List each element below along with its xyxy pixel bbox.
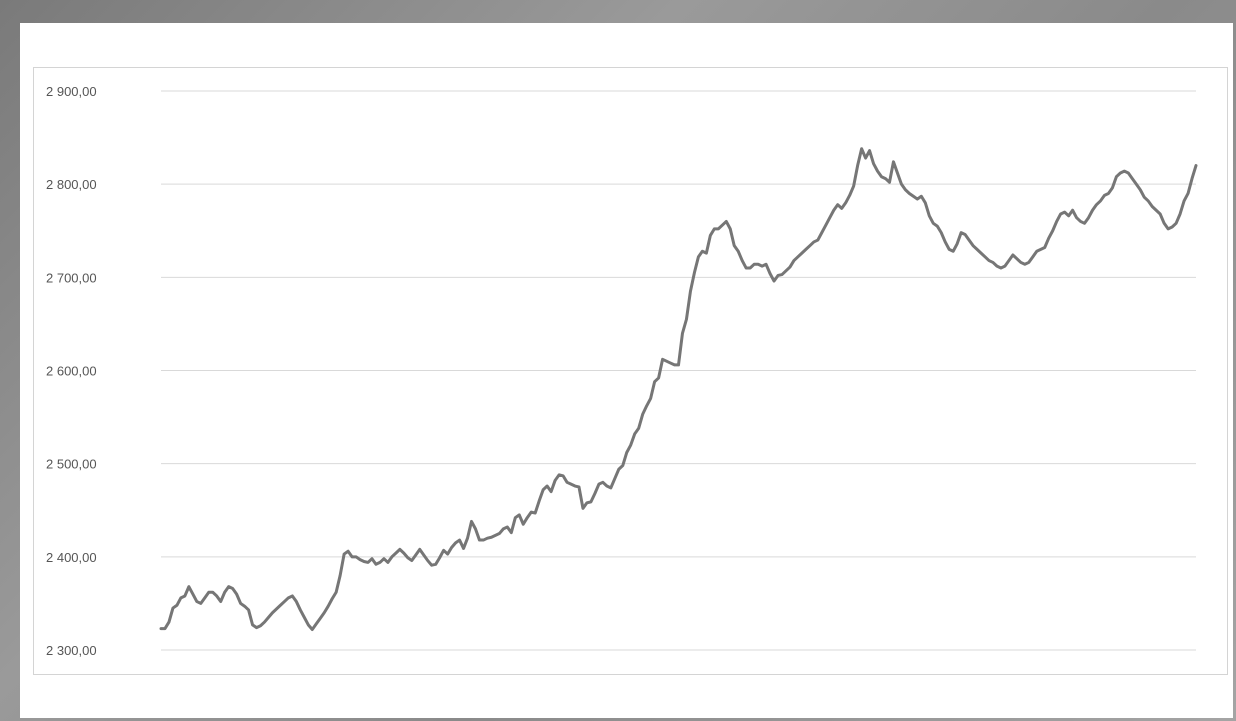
gridlines	[161, 90, 1196, 651]
y-tick-label: 2 400,00	[46, 550, 97, 565]
series-group	[159, 147, 1198, 631]
y-tick-label: 2 600,00	[46, 364, 97, 379]
y-tick-label: 2 300,00	[46, 643, 97, 658]
plot-area: 2 300,00 2 400,00 2 500,00 2 600,00 2 700,00…	[33, 67, 1228, 675]
y-axis-tick-labels: 2 300,00 2 400,00 2 500,00 2 600,00 2 700,00…	[46, 84, 97, 658]
y-tick-label: 2 800,00	[46, 177, 97, 192]
series-line	[159, 147, 1198, 631]
y-tick-label: 2 500,00	[46, 457, 97, 472]
y-tick-label: 2 700,00	[46, 270, 97, 285]
y-tick-label: 2 900,00	[46, 84, 97, 99]
chart-panel: 2 300,00 2 400,00 2 500,00 2 600,00 2 700,00…	[20, 23, 1233, 718]
line-chart: 2 300,00 2 400,00 2 500,00 2 600,00 2 700,00…	[46, 84, 1198, 658]
